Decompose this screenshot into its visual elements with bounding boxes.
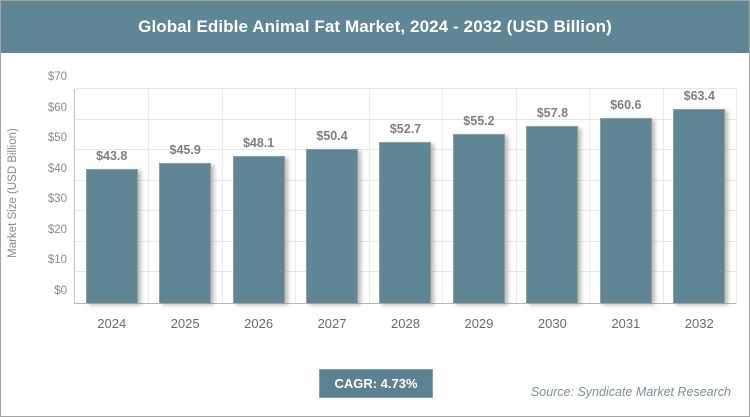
bar <box>673 109 726 303</box>
horizontal-gridline <box>75 118 736 120</box>
y-tick-label: $20 <box>47 223 67 236</box>
x-tick-label: 2032 <box>684 316 714 331</box>
chart-header: Global Edible Animal Fat Market, 2024 - … <box>1 1 749 53</box>
y-tick-label: $0 <box>54 285 67 297</box>
vertical-gridline <box>589 89 591 303</box>
vertical-gridline <box>442 89 444 303</box>
y-tick-label: $50 <box>47 132 67 145</box>
bar-slot: $48.1 2026 <box>222 89 295 331</box>
bar <box>232 155 285 303</box>
bar-value-label: $57.8 <box>536 106 569 121</box>
x-tick-label: 2029 <box>464 316 494 331</box>
bar-slot: $63.4 2032 <box>663 89 736 331</box>
bar-value-label: $50.4 <box>316 128 348 143</box>
bar-slot: $55.2 2029 <box>442 89 515 331</box>
y-tick-label: $10 <box>47 254 67 267</box>
x-tick-label: 2030 <box>537 316 567 331</box>
vertical-gridline <box>221 89 223 303</box>
x-tick-label: 2031 <box>611 316 641 331</box>
vertical-gridline <box>148 89 150 303</box>
bar-slot: $45.9 2025 <box>148 89 221 331</box>
bar-value-label: $63.4 <box>683 89 715 104</box>
y-tick-label: $70 <box>47 71 67 83</box>
bar-value-label: $48.1 <box>242 135 275 150</box>
horizontal-gridline <box>75 88 736 89</box>
bar-slot: $50.4 2027 <box>295 89 368 331</box>
y-tick-label: $60 <box>47 101 67 114</box>
bar <box>306 148 359 303</box>
bar-value-label: $45.9 <box>169 142 201 157</box>
vertical-gridline <box>295 89 297 303</box>
source-text: Source: Syndicate Market Research <box>530 385 731 399</box>
x-tick-label: 2028 <box>391 316 420 331</box>
x-tick-label: 2026 <box>244 316 274 331</box>
plot-area: $0 $10 $20 $30 $40 $50 $60 $70 $43.8 2024 $45.9 202… <box>48 71 737 331</box>
x-tick-label: 2024 <box>97 316 127 331</box>
bar-slot: $52.7 2028 <box>369 89 442 331</box>
bar <box>159 162 212 303</box>
vertical-gridline <box>515 89 517 303</box>
vertical-gridline <box>368 89 370 303</box>
bar <box>379 141 432 303</box>
vertical-gridline <box>736 89 737 303</box>
chart-title: Global Edible Animal Fat Market, 2024 - … <box>138 17 612 36</box>
bar-slot: $43.8 2024 <box>75 89 148 331</box>
bar-slot: $60.6 2031 <box>589 89 662 331</box>
bar <box>85 169 138 303</box>
y-tick-label: $40 <box>47 162 67 175</box>
x-tick-label: 2027 <box>317 316 347 331</box>
cagr-badge: CAGR: 4.73% <box>319 369 433 398</box>
bar <box>452 134 505 303</box>
bar-value-label: $52.7 <box>389 121 422 136</box>
bar <box>599 117 652 303</box>
bar-value-label: $43.8 <box>96 149 128 164</box>
cagr-label: CAGR: 4.73% <box>334 376 418 391</box>
bar-value-label: $60.6 <box>610 97 642 112</box>
vertical-gridline <box>662 89 664 303</box>
bar-slot: $57.8 2030 <box>516 89 589 331</box>
y-tick-label: $30 <box>47 193 67 206</box>
x-tick-label: 2025 <box>170 316 200 331</box>
bar <box>526 126 579 303</box>
bar-value-label: $55.2 <box>463 114 495 129</box>
